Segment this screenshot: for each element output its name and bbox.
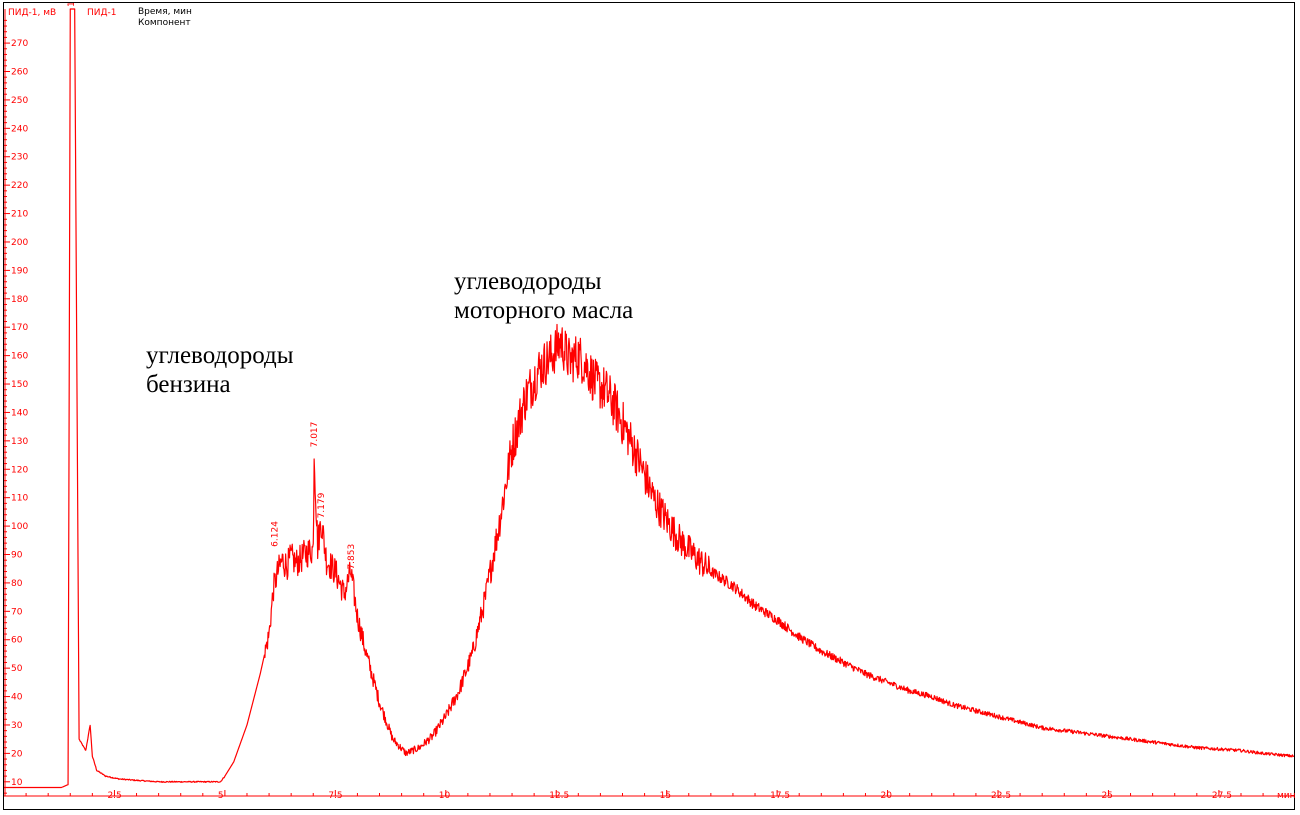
x-tick-label: 12.5 [549,791,569,801]
chart-frame: 10 20 30 40 50 60 70 80 90 100 110 120 130 140 150 160 1… [3,2,1296,810]
y-tick-label: 180 [11,295,28,305]
oil-annotation-line-2: моторного масла [454,297,634,324]
peak-label: 1.5 [67,3,77,7]
y-tick-label: 30 [11,721,23,731]
y-tick-label: 260 [11,68,28,78]
peak-label: 7.179 [317,492,327,518]
y-tick-label: 190 [11,266,28,276]
x-tick-label: 25 [1101,791,1112,801]
axes [4,9,1294,797]
oil-annotation: углеводороды моторного масла [454,267,633,325]
x-tick-label: 5 [218,791,224,801]
x-tick-label: 2.5 [107,791,121,801]
chart-plot: 10 20 30 40 50 60 70 80 90 100 110 120 130 140 150 160 1… [4,3,1296,801]
y-tick-label: 40 [11,693,23,703]
x-tick-label: 7.5 [328,791,342,801]
y-tick-label: 200 [11,238,28,248]
y-tick-label: 220 [11,181,28,191]
x-axis-unit-label: мин [1277,791,1296,801]
x-tick-label: 15 [660,791,671,801]
peak-label: 7.853 [347,544,357,570]
y-tick-label: 150 [11,380,28,390]
y-tick-label: 50 [11,664,23,674]
tick-group: 10 20 30 40 50 60 70 80 90 100 110 120 130 140 150 160 1… [4,19,1296,801]
peak-label: 7.017 [310,422,320,448]
y-tick-label: 20 [11,749,23,759]
x-tick-label: 10 [439,791,451,801]
y-tick-label: 230 [11,153,28,163]
oil-annotation-line-1: углеводороды [454,268,602,295]
x-tick-label: 17.5 [770,791,790,801]
gasoline-annotation: углеводороды бензина [146,341,294,399]
y-tick-label: 100 [11,522,28,532]
y-tick-label: 130 [11,437,28,447]
y-tick-label: 210 [11,210,28,220]
y-tick-label: 90 [11,551,23,561]
x-tick-label: 27.5 [1212,791,1232,801]
y-tick-label: 70 [11,607,23,617]
y-tick-label: 170 [11,323,28,333]
y-tick-label: 240 [11,124,28,134]
y-tick-label: 270 [11,39,28,49]
channel-label: ПИД-1 [87,8,117,18]
gasoline-annotation-line-1: углеводороды [146,342,294,369]
y-tick-label: 250 [11,96,28,106]
y-tick-label: 140 [11,408,28,418]
y-tick-label: 160 [11,352,28,362]
y-axis-label: ПИД-1, мВ [8,8,57,18]
x-tick-label: 20 [881,791,893,801]
component-label: Компонент [138,18,191,28]
y-tick-label: 80 [11,579,23,589]
y-tick-label: 10 [11,778,23,788]
peak-label: 6.124 [271,521,281,547]
y-tick-label: 60 [11,636,23,646]
time-label: Время, мин [138,7,192,17]
peak-label-group: 1.5 6.124 7.017 7.179 7.853 [67,3,357,570]
chromatogram-trace [4,8,1295,789]
x-tick-label: 22.5 [991,791,1011,801]
y-tick-label: 120 [11,465,28,475]
y-tick-label: 110 [11,494,28,504]
gasoline-annotation-line-2: бензина [146,371,231,398]
